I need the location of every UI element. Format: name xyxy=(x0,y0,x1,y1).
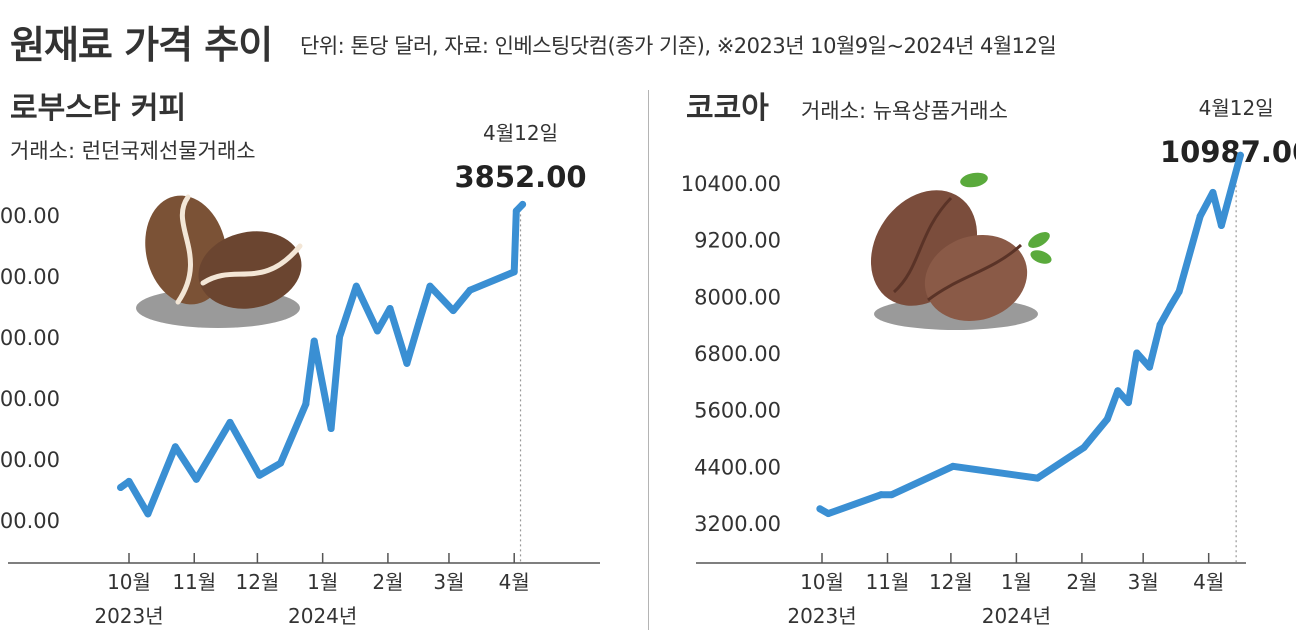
leaf xyxy=(960,172,988,188)
chart-subtitle: 거래소: 뉴욕상품거래소 xyxy=(801,99,1008,123)
y-tick-label: 3500.00 xyxy=(0,265,60,289)
chart-subtitle: 거래소: 런던국제선물거래소 xyxy=(10,139,256,163)
x-tick-label: 3월 xyxy=(433,570,464,594)
data-point xyxy=(125,477,133,485)
data-point xyxy=(302,400,310,408)
data-point xyxy=(1209,188,1217,196)
data-point xyxy=(466,286,474,294)
cocoa-pods-icon xyxy=(870,172,1052,330)
y-tick-label: 10400.00 xyxy=(681,172,781,196)
cocoa-chart: 코코아 거래소: 뉴욕상품거래소 10400.00 9200.00 8000.00 680… xyxy=(681,91,1296,628)
data-point xyxy=(510,268,518,276)
y-tick-label: 3200.00 xyxy=(0,326,60,350)
data-point xyxy=(816,505,824,513)
x-tick-label: 3월 xyxy=(1128,570,1159,594)
data-point xyxy=(949,462,957,470)
x-tick-label: 4월 xyxy=(1193,570,1224,594)
y-tick-label: 2900.00 xyxy=(0,387,60,411)
data-point xyxy=(192,475,200,483)
year-label: 2023년 xyxy=(787,604,856,628)
bean xyxy=(198,231,302,309)
coffee-beans-icon xyxy=(136,194,303,328)
y-tick-label: 8000.00 xyxy=(694,285,781,309)
data-point xyxy=(336,333,343,341)
data-point xyxy=(1080,443,1088,451)
data-point xyxy=(117,483,125,491)
series-line xyxy=(816,151,1244,518)
data-point xyxy=(888,491,896,499)
data-point xyxy=(449,307,457,315)
leaf xyxy=(1028,232,1050,248)
data-point xyxy=(1167,302,1175,310)
data-point xyxy=(352,282,360,290)
y-tick-label: 2600.00 xyxy=(0,448,60,472)
data-point xyxy=(277,459,285,467)
bean-crease xyxy=(175,194,193,305)
data-point xyxy=(1114,387,1122,395)
data-point xyxy=(226,418,234,426)
data-point xyxy=(1196,212,1204,220)
y-tick-label: 9200.00 xyxy=(694,229,781,253)
y-tick-label: 3800.00 xyxy=(0,204,60,228)
data-point xyxy=(1103,415,1111,423)
data-point xyxy=(144,510,152,518)
x-tick-label: 1월 xyxy=(307,570,338,594)
annotation-date: 4월12일 xyxy=(1199,96,1274,120)
source-note: 단위: 톤당 달러, 자료: 인베스팅닷컴(종가 기준), ※2023년 10월… xyxy=(300,34,1057,58)
panel-divider xyxy=(648,90,649,630)
data-point xyxy=(519,200,527,208)
annotation-value: 10987.00 xyxy=(1160,135,1296,169)
data-point xyxy=(1217,222,1225,229)
data-point xyxy=(403,359,411,367)
data-point xyxy=(426,282,434,290)
chart-title: 로부스타 커피 xyxy=(10,91,186,126)
year-label: 2023년 xyxy=(94,604,163,628)
x-tick-label: 10월 xyxy=(800,570,844,594)
annotation-value: 3852.00 xyxy=(454,160,586,194)
y-tick-label: 2300.00 xyxy=(0,509,60,533)
data-point xyxy=(171,443,179,451)
data-point xyxy=(310,337,318,345)
x-tick-label: 1월 xyxy=(1001,570,1032,594)
page-title: 원재료 가격 추이 xyxy=(10,23,273,67)
year-label: 2024년 xyxy=(982,604,1051,628)
data-point xyxy=(327,425,335,432)
data-point xyxy=(1146,363,1154,371)
data-point xyxy=(373,327,381,335)
pod-ridge xyxy=(927,243,1023,302)
x-tick-label: 10월 xyxy=(107,570,151,594)
data-point xyxy=(512,207,520,215)
chart-title: 코코아 xyxy=(686,91,769,126)
data-point xyxy=(1133,349,1141,357)
pod xyxy=(924,234,1028,322)
data-point xyxy=(824,510,832,518)
y-tick-label: 5600.00 xyxy=(694,399,781,423)
annotation-date: 4월12일 xyxy=(483,121,558,145)
data-point xyxy=(256,471,264,479)
bean-crease xyxy=(200,243,303,286)
x-tick-label: 12월 xyxy=(929,570,973,594)
x-tick-label: 12월 xyxy=(235,570,279,594)
leaf xyxy=(1030,250,1052,264)
x-tick-label: 2월 xyxy=(372,570,403,594)
year-label: 2024년 xyxy=(288,604,357,628)
data-point xyxy=(877,491,885,499)
x-tick-label: 2월 xyxy=(1066,570,1097,594)
header: 원재료 가격 추이 단위: 톤당 달러, 자료: 인베스팅닷컴(종가 기준), … xyxy=(10,8,1290,67)
data-point xyxy=(1236,151,1244,159)
y-tick-label: 4400.00 xyxy=(694,455,781,479)
x-tick-label: 11월 xyxy=(866,570,910,594)
data-point xyxy=(386,305,394,313)
data-point xyxy=(1034,474,1042,482)
data-point xyxy=(1175,288,1183,296)
y-tick-label: 3200.00 xyxy=(694,512,781,536)
x-tick-label: 4월 xyxy=(499,570,530,594)
data-point xyxy=(1156,321,1164,329)
data-point xyxy=(1124,399,1132,407)
y-tick-label: 6800.00 xyxy=(694,342,781,366)
x-tick-label: 11월 xyxy=(172,570,216,594)
pod-ridge xyxy=(893,196,953,294)
data-point xyxy=(415,317,423,325)
